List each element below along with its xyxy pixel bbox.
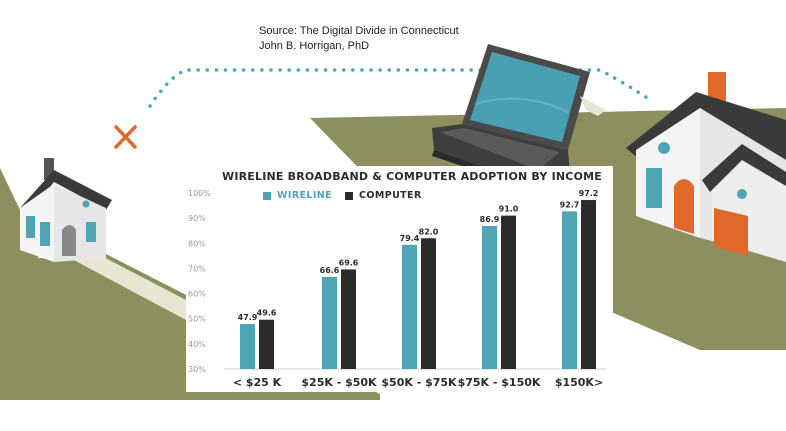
legend-swatch-wireline (263, 191, 271, 200)
y-tick-label: 70% (188, 264, 206, 273)
data-label: 69.6 (339, 258, 359, 267)
y-tick-label: 100% (188, 189, 211, 198)
legend-swatch-computer (345, 191, 353, 200)
x-tick-label: $25K - $50K (301, 376, 377, 389)
chart-title: WIRELINE BROADBAND & COMPUTER ADOPTION B… (222, 170, 602, 183)
y-tick-label: 90% (188, 214, 206, 223)
data-label: 91.0 (499, 205, 519, 214)
legend-label-wireline: WIRELINE (277, 190, 333, 201)
chart-panel: 100% 90% 80% 70% 60% 50% 40% 30% 47.9 49.6 < $25 K… (186, 166, 613, 392)
bar-wireline (562, 211, 577, 369)
x-tick-label: < $25 K (233, 376, 282, 389)
grass-field-left (0, 168, 380, 400)
data-label: 49.6 (257, 309, 277, 318)
legend-item-wireline: WIRELINE (263, 190, 332, 201)
data-label: 86.9 (480, 215, 500, 224)
source-line-2: John B. Horrigan, PhD (259, 40, 370, 52)
legend-item-computer: COMPUTER (345, 190, 422, 201)
data-label: 82.0 (419, 227, 439, 236)
bar-computer (501, 215, 516, 369)
bar-computer (259, 319, 274, 369)
path (70, 250, 186, 320)
data-label: 92.7 (560, 200, 580, 209)
data-label: 47.9 (238, 313, 258, 322)
source-line-1: Source: The Digital Divide in Connecticu… (259, 25, 459, 37)
data-label: 66.6 (320, 266, 340, 275)
y-tick-label: 30% (188, 365, 206, 374)
house-icon (20, 158, 112, 262)
bar-wireline (240, 323, 255, 369)
x-tick-label: $50K - $75K (381, 376, 457, 389)
x-tick-label: $75K - $150K (458, 376, 541, 389)
y-tick-label: 80% (188, 239, 206, 248)
y-tick-label: 50% (188, 315, 206, 324)
data-label: 97.2 (579, 189, 599, 198)
house-icon (626, 72, 786, 262)
y-tick-label: 60% (188, 290, 206, 299)
bar-computer (581, 200, 596, 369)
bar-wireline (402, 244, 417, 369)
data-label: 79.4 (400, 234, 420, 243)
bar-wireline (322, 276, 337, 369)
legend-label-computer: COMPUTER (359, 190, 422, 201)
source-caption: Source: The Digital Divide in Connecticu… (259, 24, 459, 54)
x-tick-label: $150K> (555, 376, 603, 389)
bar-computer (421, 238, 436, 369)
bar-computer (341, 269, 356, 369)
bar-chart: 100% 90% 80% 70% 60% 50% 40% 30% 47.9 49.6 < $25 K… (188, 189, 606, 389)
x-mark-icon (114, 125, 137, 149)
y-tick-label: 40% (188, 340, 206, 349)
bar-wireline (482, 225, 497, 369)
